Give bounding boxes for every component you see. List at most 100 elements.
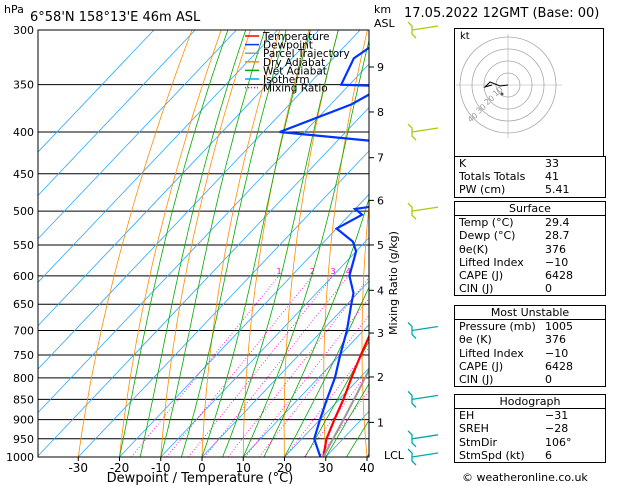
legend-label: Dry Adiabat — [263, 57, 325, 69]
index-value: 28.7 — [545, 229, 570, 243]
mixing-ratio-label: 6 — [368, 267, 373, 276]
index-value: −10 — [545, 255, 569, 269]
hodograph-trace — [483, 81, 509, 89]
dry-adiabat-line — [77, 30, 193, 457]
wet-adiabat-line — [160, 30, 266, 457]
index-row: θe (K) 376 — [455, 333, 605, 346]
index-row: K 33 — [455, 157, 605, 170]
index-label: CAPE (J) — [459, 269, 504, 283]
index-row: Lifted Index −10 — [455, 347, 605, 360]
dry-adiabat-line — [435, 30, 455, 457]
dry-adiabat-line — [119, 30, 222, 457]
dewpoint-curve — [279, 46, 369, 457]
km-tick-label: 8 — [377, 106, 384, 119]
km-tick-label: 2 — [377, 371, 384, 384]
index-row: CIN (J) 0 — [455, 282, 605, 295]
index-label: Lifted Index — [459, 346, 524, 360]
index-value: 0 — [545, 282, 552, 296]
mixing-ratio-label: 3 — [331, 267, 336, 276]
index-label: Pressure (mb) — [459, 320, 536, 334]
dry-adiabat-line — [361, 201, 369, 457]
copyright: © weatheronline.co.uk — [462, 471, 588, 484]
wind-barb-staff — [411, 434, 439, 440]
mixing-ratio-label: 15 — [419, 267, 429, 276]
isotherm-line — [38, 30, 155, 153]
km-tick-label: 7 — [377, 152, 384, 165]
mixing-ratio-label: 1 — [276, 267, 281, 276]
surface-panel: Surface Temp (°C) 29.4 Dewp (°C) 28.7 θe(K) 37… — [454, 201, 606, 297]
hodograph-unit: kt — [460, 31, 470, 42]
lcl-label: LCL — [384, 449, 405, 462]
plot-frame — [37, 29, 370, 458]
legend-label: Dewpoint — [263, 40, 313, 52]
parcel-trajectory-curve — [322, 367, 369, 457]
index-label: θe(K) — [459, 242, 489, 256]
surface-title: Surface — [455, 202, 605, 217]
index-label: θe (K) — [459, 333, 492, 347]
pressure-tick-label: 1000 — [6, 451, 34, 464]
pressure-tick-label: 900 — [13, 414, 34, 427]
wet-adiabat-line — [304, 340, 369, 457]
wet-adiabat-line — [181, 30, 287, 457]
wind-barb — [407, 202, 417, 220]
km-tick-label: 6 — [377, 194, 384, 207]
x-tick-label: 10 — [236, 461, 251, 475]
pressure-tick-label: 450 — [13, 168, 34, 181]
wind-barb-staff — [411, 452, 439, 458]
isotherm-line — [38, 30, 237, 240]
isotherm-line — [284, 367, 369, 457]
indices-panel-top: K 33 Totals Totals 41 PW (cm) 5.41 — [454, 156, 606, 198]
legend-label: Wet Adiabat — [263, 65, 327, 77]
index-value: 106° — [545, 435, 572, 449]
index-label: SREH — [459, 422, 489, 436]
pressure-tick-label: 750 — [13, 349, 34, 362]
index-value: 5.41 — [545, 183, 570, 197]
wind-barb-staff — [411, 394, 439, 401]
storm-motion-marker — [500, 92, 504, 96]
isotherm-line — [38, 63, 369, 414]
index-row: StmSpd (kt) 6 — [455, 449, 605, 462]
index-value: 376 — [545, 333, 566, 347]
mixing-ratio-line — [188, 275, 334, 457]
x-tick-label: -20 — [110, 461, 130, 475]
skewt-grid — [38, 30, 455, 457]
index-value: 1005 — [545, 320, 573, 334]
x-tick-label: 30 — [318, 461, 333, 475]
index-label: K — [459, 157, 467, 170]
km-unit-label: km — [374, 3, 391, 16]
wind-barb-staff — [411, 325, 439, 332]
index-label: Temp (°C) — [459, 216, 514, 230]
wind-barb-staff — [411, 127, 439, 133]
pressure-tick-label: 950 — [13, 433, 34, 446]
pressure-tick-label: 400 — [13, 126, 34, 139]
most-unstable-title: Most Unstable — [455, 306, 605, 321]
index-value: 6 — [545, 448, 552, 462]
wet-adiabat-line — [284, 286, 369, 457]
isotherm-line — [77, 150, 369, 457]
km-tick-label: 3 — [377, 327, 384, 340]
dry-adiabat-line — [283, 30, 339, 457]
legend-label: Isotherm — [263, 74, 310, 86]
most-unstable-panel: Most Unstable Pressure (mb) 1005 θe (K) 376 L… — [454, 305, 606, 388]
asl-unit-label: ASL — [374, 17, 396, 30]
pressure-tick-label: 550 — [13, 239, 34, 252]
index-row: CIN (J) 0 — [455, 373, 605, 386]
x-tick-label: 0 — [198, 461, 206, 475]
mixing-ratio-line — [166, 275, 313, 457]
skewt-curves: 12346810152025 — [276, 46, 429, 457]
mixing-ratio-line — [227, 277, 369, 457]
mixing-ratio-label: 2 — [310, 267, 315, 276]
isotherm-line — [201, 280, 369, 457]
index-row: Dewp (°C) 28.7 — [455, 229, 605, 242]
isotherm-line — [38, 30, 278, 283]
mixing-ratio-axis-label: Mixing Ratio (g/kg) — [387, 231, 400, 335]
pressure-tick-label: 800 — [13, 372, 34, 385]
x-tick-label: -30 — [68, 461, 88, 475]
dry-adiabat-line — [201, 30, 281, 457]
index-row: EH −31 — [455, 409, 605, 422]
pressure-tick-label: 700 — [13, 325, 34, 338]
pressure-tick-label: 350 — [13, 79, 34, 92]
x-tick-label: 40 — [359, 461, 374, 475]
isotherm-line — [160, 237, 369, 457]
